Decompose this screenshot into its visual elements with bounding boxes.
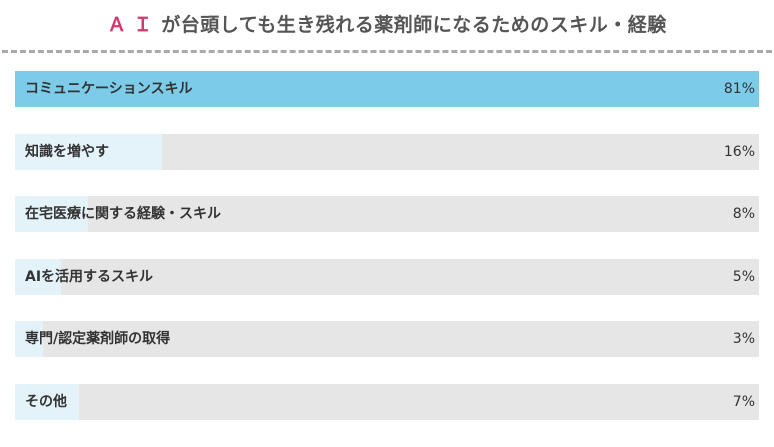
bar-row: 知識を増やす 16%	[15, 133, 759, 170]
bar-chart: コミュニケーションスキル 81% 知識を増やす 16% 在宅医療に関する経験・スキル 8%…	[15, 71, 759, 447]
bar-label: 知識を増やす	[25, 143, 109, 160]
chart-title: ＡＩ が台頭しても生き残れる薬剤師になるためのスキル・経験	[0, 10, 774, 37]
bar-value-label: 81%	[723, 81, 755, 97]
chart-title-prefix: ＡＩ	[107, 14, 160, 36]
bar-label: コミュニケーションスキル	[25, 81, 193, 97]
bar-fill	[15, 196, 89, 233]
bar-row: 在宅医療に関する経験・スキル 8%	[15, 196, 759, 233]
bar-fill	[15, 321, 43, 358]
bar-fill	[15, 258, 61, 295]
bar-fill	[15, 383, 80, 420]
bar-row: その他 7%	[15, 383, 759, 420]
bar-value-label: 5%	[732, 268, 755, 285]
title-divider	[2, 50, 772, 53]
bar-row: コミュニケーションスキル 81%	[15, 71, 759, 107]
bar-value-label: 7%	[732, 393, 755, 410]
bar-row: 専門/認定薬剤師の取得 3%	[15, 321, 759, 358]
bar-label: その他	[25, 393, 67, 410]
bar-fill	[15, 71, 759, 107]
bar-label: 専門/認定薬剤師の取得	[25, 331, 171, 348]
bar-fill	[15, 133, 162, 170]
bar-label: 在宅医療に関する経験・スキル	[25, 206, 221, 223]
bar-label: AIを活用するスキル	[25, 268, 154, 285]
chart-title-text: が台頭しても生き残れる薬剤師になるためのスキル・経験	[161, 14, 667, 36]
bar-value-label: 8%	[732, 206, 755, 223]
bar-value-label: 3%	[732, 331, 755, 348]
bar-row: AIを活用するスキル 5%	[15, 258, 759, 295]
bar-value-label: 16%	[723, 143, 755, 160]
